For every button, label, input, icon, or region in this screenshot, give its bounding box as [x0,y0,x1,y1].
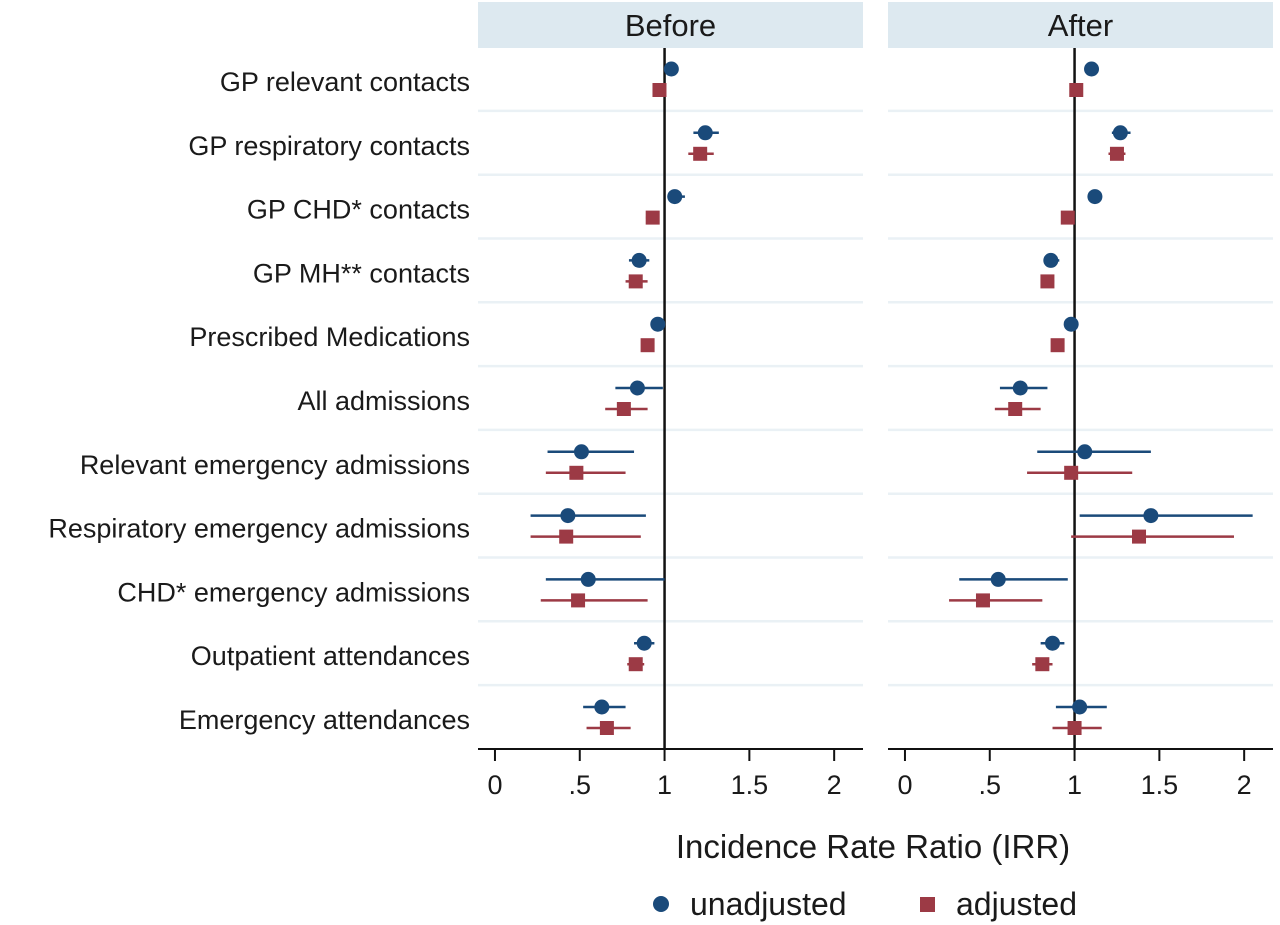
x-tick-label: 1 [657,770,672,800]
category-label: Relevant emergency admissions [80,450,470,480]
category-label: CHD* emergency admissions [117,577,470,607]
point-unadjusted [631,252,647,268]
x-tick-label: 0 [897,770,912,800]
point-unadjusted [1072,699,1088,715]
point-unadjusted [1012,380,1028,396]
point-unadjusted [663,61,679,77]
point-unadjusted [667,189,683,205]
point-adjusted [599,721,614,735]
x-tick-label: 2 [827,770,842,800]
x-tick-label: .5 [568,770,591,800]
legend-marker-adjusted [920,897,935,912]
x-tick-label: .5 [978,770,1001,800]
x-tick-label: 2 [1237,770,1252,800]
point-adjusted [571,593,586,608]
point-adjusted [1060,210,1075,225]
x-tick-label: 1.5 [1141,770,1179,800]
point-unadjusted [1112,125,1128,141]
panels-layer: Before 0 .5 1 1.5 2 After 0 .5 1 1.5 2 [478,2,1273,800]
x-tick-label: 1.5 [731,770,769,800]
x-tick-label: 1 [1067,770,1082,800]
category-label: GP relevant contacts [220,67,470,97]
point-unadjusted [1077,444,1093,460]
point-adjusted [616,402,631,416]
point-unadjusted [1087,189,1103,205]
point-adjusted [693,146,708,161]
point-unadjusted [1045,635,1061,651]
point-adjusted [628,657,643,672]
point-unadjusted [560,508,576,524]
point-adjusted [1008,402,1023,416]
point-unadjusted [629,380,645,396]
point-adjusted [1050,338,1065,353]
point-adjusted [640,338,655,353]
panel-header [888,2,1273,48]
point-adjusted [1064,465,1079,480]
point-unadjusted [697,125,713,141]
panel-before: Before 0 .5 1 1.5 2 [478,2,863,800]
x-tick-label: 0 [487,770,502,800]
point-adjusted [1040,274,1055,289]
point-adjusted [975,593,990,608]
point-adjusted [1109,146,1124,161]
legend-label-unadjusted: unadjusted [690,886,847,922]
category-label: Prescribed Medications [189,322,470,352]
point-adjusted [652,83,667,97]
point-adjusted [559,529,574,544]
legend-marker-unadjusted [653,896,669,912]
point-adjusted [628,274,643,289]
legend: unadjusted adjusted [653,886,1077,922]
point-adjusted [1067,721,1082,735]
panel-title: Before [625,8,716,43]
category-label: Emergency attendances [179,705,470,735]
panel-title: After [1048,8,1113,43]
x-axis-title: Incidence Rate Ratio (IRR) [676,828,1070,865]
point-adjusted [645,210,660,225]
category-label: Outpatient attendances [191,641,470,671]
point-unadjusted [573,444,589,460]
point-adjusted [1035,657,1050,672]
category-label: All admissions [297,386,470,416]
point-unadjusted [1084,61,1100,77]
point-unadjusted [580,571,596,587]
category-label: Respiratory emergency admissions [48,514,470,544]
point-unadjusted [594,699,610,715]
category-label: GP respiratory contacts [188,131,470,161]
point-unadjusted [1143,508,1159,524]
panel-header [478,2,863,48]
category-labels: GP relevant contacts GP respiratory conta… [48,67,470,735]
point-unadjusted [1063,316,1079,332]
category-label: GP CHD* contacts [247,195,470,225]
point-unadjusted [636,635,652,651]
point-unadjusted [990,571,1006,587]
point-unadjusted [1043,252,1059,268]
panel-after: After 0 .5 1 1.5 2 [888,2,1273,800]
point-adjusted [1132,529,1147,544]
category-label: GP MH** contacts [253,258,470,288]
point-unadjusted [650,316,666,332]
point-adjusted [1069,83,1084,97]
point-adjusted [569,465,584,480]
legend-label-adjusted: adjusted [956,886,1077,922]
